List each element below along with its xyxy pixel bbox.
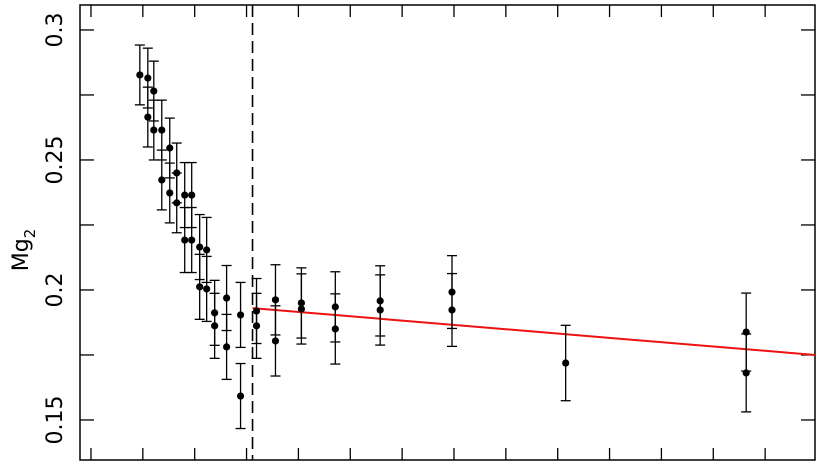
y-label-main: Mg [9, 238, 34, 271]
point [236, 392, 245, 400]
point [376, 306, 384, 314]
point [211, 322, 219, 330]
plot-frame [79, 4, 816, 461]
point [203, 246, 211, 254]
point [196, 243, 204, 251]
y-tick-label: 0.15 [43, 395, 68, 444]
y-axis-label: Mg2 [9, 229, 39, 272]
fit-line [252, 307, 816, 356]
point [158, 176, 166, 184]
y-tick-label: 0.25 [43, 135, 68, 184]
point [331, 325, 339, 333]
point [271, 296, 280, 304]
point [236, 311, 245, 319]
point [166, 144, 174, 152]
point [297, 305, 305, 313]
point [203, 285, 211, 293]
y-tick-label: 0.2 [43, 272, 68, 307]
point [196, 283, 204, 291]
y-label-sub: 2 [21, 229, 39, 239]
y-tick-label: 0.3 [43, 12, 68, 47]
point [166, 189, 174, 197]
point [144, 74, 152, 82]
point [223, 343, 231, 351]
point [173, 199, 181, 207]
point [742, 369, 750, 377]
point [188, 236, 196, 244]
point [223, 294, 231, 302]
point [150, 126, 158, 134]
point [448, 306, 456, 314]
point [188, 191, 196, 199]
point [181, 236, 189, 244]
point [150, 87, 158, 95]
point [271, 337, 280, 345]
point [158, 126, 166, 134]
point [252, 322, 261, 330]
point [136, 71, 144, 79]
point [562, 359, 570, 367]
point [181, 191, 189, 199]
point [144, 113, 152, 121]
